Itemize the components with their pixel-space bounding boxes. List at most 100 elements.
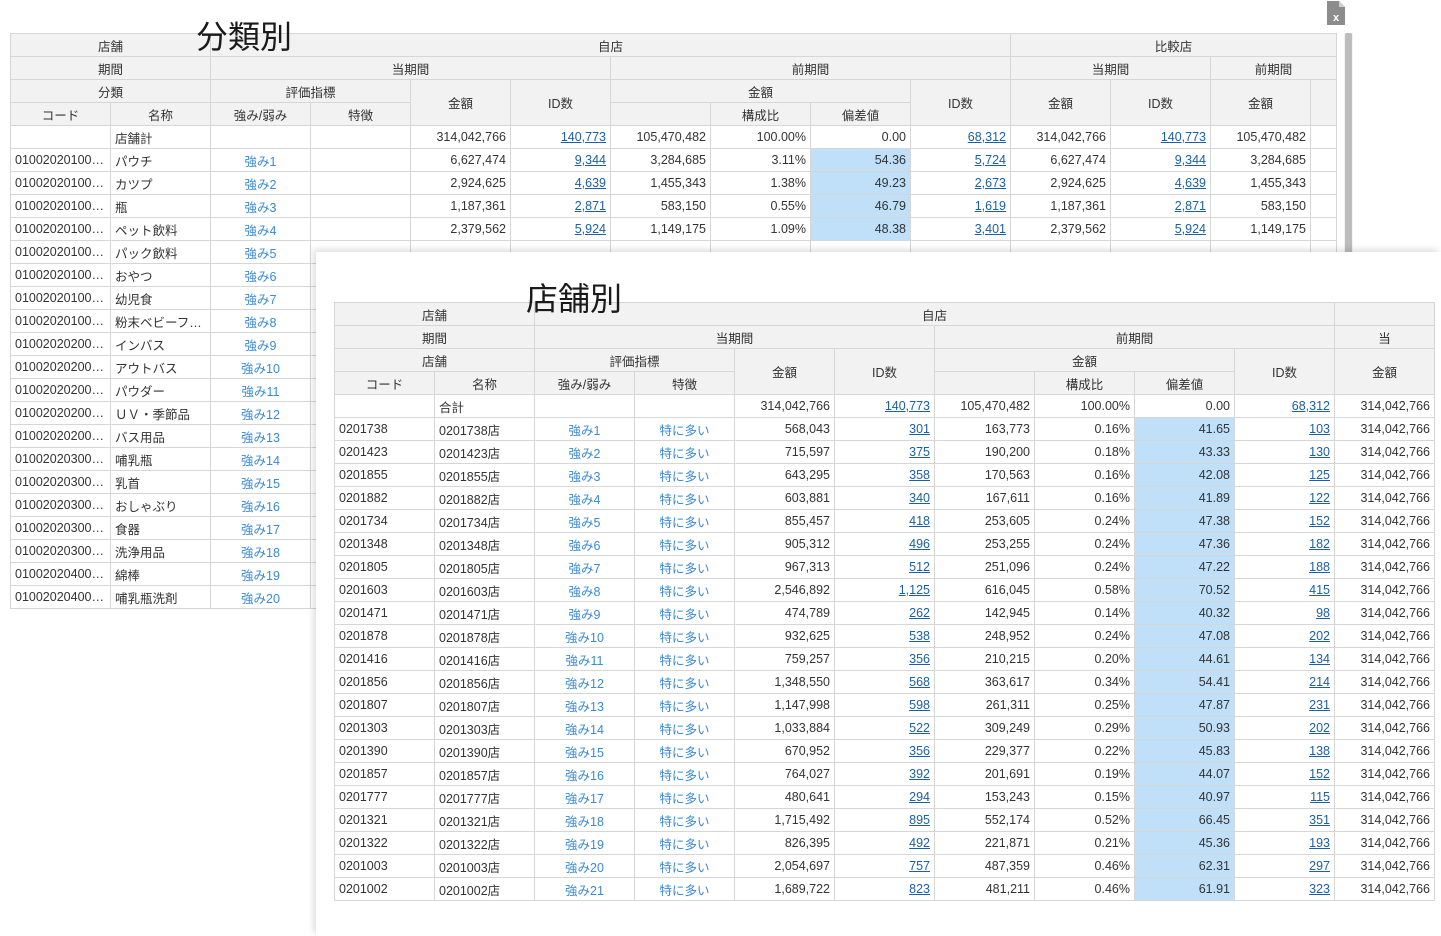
feature-link[interactable]: 特に多い [634,578,735,602]
header-cmp-amount[interactable]: 金額 [1334,348,1435,395]
strength-weakness-link[interactable]: 強み13 [210,424,311,448]
header-code[interactable]: コード [334,371,435,395]
header-feature[interactable]: 特徴 [634,371,735,395]
header-store-code[interactable]: 店舗 [334,348,535,372]
header-ratio[interactable]: 構成比 [1034,371,1135,395]
header-ratio[interactable]: 構成比 [710,102,811,126]
feature-link[interactable]: 特に多い [634,762,735,786]
table-row[interactable]: 合計 314,042,766 140,773 105,470,482 100.00% 0.… [334,394,1435,418]
header-store[interactable]: 店舗 [10,33,211,57]
header-name[interactable]: 名称 [434,371,535,395]
header-strength-weakness[interactable]: 強み/弱み [534,371,635,395]
strength-weakness-link[interactable]: 強み4 [534,486,635,510]
header-cmp-id-count[interactable]: ID数 [1110,79,1211,126]
cmp-id-count-link[interactable]: 9,344 [1110,148,1211,172]
table-row[interactable]: 0201303 0201303店 強み14 特に多い 1,033,884 522 309,2… [334,716,1435,740]
cmp-id-count-link[interactable]: 5,924 [1110,217,1211,241]
id-count-link[interactable]: 301 [834,417,935,441]
feature-link[interactable]: 特に多い [634,601,735,625]
id-count-link[interactable]: 5,924 [510,217,611,241]
feature-link[interactable]: 特に多い [634,831,735,855]
table-row[interactable]: 0201390 0201390店 強み15 特に多い 670,952 356 229,377… [334,739,1435,763]
id-count-link[interactable]: 1,125 [834,578,935,602]
table-row[interactable]: 0201856 0201856店 強み12 特に多い 1,348,550 568 363,6… [334,670,1435,694]
id-count-link[interactable]: 294 [834,785,935,809]
prev-id-count-link[interactable]: 152 [1234,509,1335,533]
prev-id-count-link[interactable]: 231 [1234,693,1335,717]
strength-weakness-link[interactable]: 強み1 [534,417,635,441]
header-period[interactable]: 期間 [10,56,211,80]
prev-id-count-link[interactable]: 202 [1234,716,1335,740]
table-row[interactable]: 0201807 0201807店 強み13 特に多い 1,147,998 598 261,3… [334,693,1435,717]
strength-weakness-link[interactable]: 強み16 [210,493,311,517]
id-count-link[interactable]: 140,773 [834,394,935,418]
table-row[interactable]: 0201322 0201322店 強み19 特に多い 826,395 492 221,871… [334,831,1435,855]
strength-weakness-link[interactable]: 強み12 [210,401,311,425]
strength-weakness-link[interactable]: 強み8 [534,578,635,602]
header-deviation[interactable]: 偏差値 [810,102,911,126]
prev-id-count-link[interactable]: 125 [1234,463,1335,487]
header-compare-store[interactable]: 比較店 [1010,33,1337,57]
feature-link[interactable]: 特に多い [634,739,735,763]
id-count-link[interactable]: 538 [834,624,935,648]
strength-weakness-link[interactable]: 強み18 [534,808,635,832]
strength-weakness-link[interactable]: 強み17 [534,785,635,809]
feature-link[interactable]: 特に多い [634,716,735,740]
strength-weakness-link[interactable]: 強み11 [534,647,635,671]
strength-weakness-link[interactable]: 強み3 [534,463,635,487]
strength-weakness-link[interactable]: 強み2 [534,440,635,464]
cmp-id-count-link[interactable]: 4,639 [1110,171,1211,195]
prev-id-count-link[interactable]: 103 [1234,417,1335,441]
strength-weakness-link[interactable]: 強み10 [210,355,311,379]
prev-id-count-link[interactable]: 2,673 [910,171,1011,195]
table-row[interactable]: 0201855 0201855店 強み3 特に多い 643,295 358 170,563 0… [334,463,1435,487]
header-cmp-prev-amount[interactable]: 金額 [1210,79,1311,126]
prev-id-count-link[interactable]: 152 [1234,762,1335,786]
feature-link[interactable]: 特に多い [634,440,735,464]
feature-link[interactable]: 特に多い [634,647,735,671]
feature-link[interactable]: 特に多い [634,808,735,832]
prev-id-count-link[interactable]: 3,401 [910,217,1011,241]
header-evaluation[interactable]: 評価指標 [210,79,411,103]
header-prev-id-count[interactable]: ID数 [910,79,1011,126]
strength-weakness-link[interactable]: 強み14 [534,716,635,740]
header-previous-period[interactable]: 前期間 [610,56,1011,80]
id-count-link[interactable]: 568 [834,670,935,694]
id-count-link[interactable]: 4,639 [510,171,611,195]
feature-link[interactable]: 特に多い [634,532,735,556]
feature-link[interactable]: 特に多い [634,670,735,694]
prev-id-count-link[interactable]: 68,312 [910,125,1011,149]
table-row[interactable]: 01002020100… カツプ 強み2 2,924,625 4,639 1,455,34… [10,171,1337,195]
feature-link[interactable]: 特に多い [634,854,735,878]
table-row[interactable]: 0201805 0201805店 強み7 特に多い 967,313 512 251,096 0… [334,555,1435,579]
id-count-link[interactable]: 823 [834,877,935,901]
feature-link[interactable]: 特に多い [634,624,735,648]
feature-link[interactable]: 特に多い [634,509,735,533]
header-prev-amount[interactable]: 金額 [934,348,1235,372]
header-deviation[interactable]: 偏差値 [1134,371,1235,395]
prev-id-count-link[interactable]: 297 [1234,854,1335,878]
strength-weakness-link[interactable]: 強み9 [534,601,635,625]
id-count-link[interactable]: 358 [834,463,935,487]
strength-weakness-link[interactable]: 強み17 [210,516,311,540]
strength-weakness-link[interactable]: 強み14 [210,447,311,471]
strength-weakness-link[interactable]: 強み19 [210,562,311,586]
prev-id-count-link[interactable]: 138 [1234,739,1335,763]
strength-weakness-link[interactable]: 強み9 [210,332,311,356]
table-row[interactable]: 01002020100… 瓶強み3 1,187,361 2,871 583,150 0.5… [10,194,1337,218]
id-count-link[interactable]: 262 [834,601,935,625]
table-row[interactable]: 0201857 0201857店 強み16 特に多い 764,027 392 201,691… [334,762,1435,786]
header-code[interactable]: コード [10,102,111,126]
header-cmp-current-period[interactable]: 当 [1334,325,1435,349]
strength-weakness-link[interactable]: 強み15 [210,470,311,494]
table-row[interactable]: 0201416 0201416店 強み11 特に多い 759,257 356 210,215… [334,647,1435,671]
feature-link[interactable]: 特に多い [634,785,735,809]
header-id-count[interactable]: ID数 [510,79,611,126]
strength-weakness-link[interactable]: 強み15 [534,739,635,763]
header-id-count[interactable]: ID数 [834,348,935,395]
header-period[interactable]: 期間 [334,325,535,349]
strength-weakness-link[interactable]: 強み6 [210,263,311,287]
table-row[interactable]: 0201348 0201348店 強み6 特に多い 905,312 496 253,255 0… [334,532,1435,556]
excel-export-icon[interactable]: x [1327,1,1345,25]
id-count-link[interactable]: 356 [834,739,935,763]
